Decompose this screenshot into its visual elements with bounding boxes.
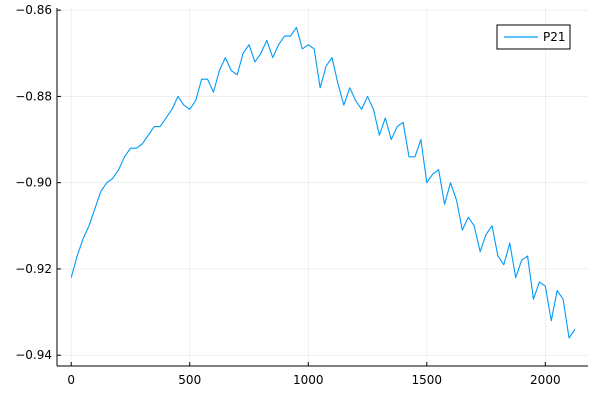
legend-label-p21: P21 [543, 30, 566, 44]
series-lines [70, 26, 576, 339]
y-tick-label: −0.94 [15, 348, 52, 362]
y-tick-label: −0.92 [15, 262, 52, 276]
axes [56, 8, 588, 367]
x-tick-label: 0 [67, 373, 75, 387]
tick-labels: 0 500 1000 1500 2000 −0.94 −0.92 −0.90 −0.88 −0.8… [15, 3, 560, 387]
y-tick-label: −0.86 [15, 3, 52, 17]
x-tick-label: 2000 [530, 373, 561, 387]
y-tick-label: −0.90 [15, 176, 52, 190]
x-tick-label: 500 [178, 373, 201, 387]
series-line-p21 [70, 26, 576, 339]
legend: P21 [496, 24, 571, 50]
x-tick-label: 1500 [412, 373, 443, 387]
grid [57, 8, 588, 366]
x-tick-label: 1000 [293, 373, 324, 387]
y-tick-label: −0.88 [15, 89, 52, 103]
